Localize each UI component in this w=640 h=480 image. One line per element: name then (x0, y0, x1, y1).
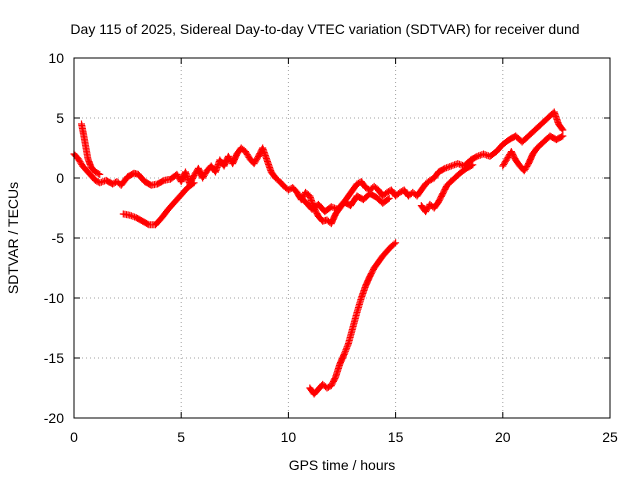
y-axis-label: SDTVAR / TECUs (5, 182, 21, 294)
series-evening-dip-branch (417, 161, 477, 216)
scatter-markers (417, 161, 477, 216)
x-tick-label: 15 (388, 429, 404, 445)
scatter-markers (306, 239, 400, 398)
x-tick-label: 0 (70, 429, 78, 445)
y-tick-label: 10 (48, 50, 64, 66)
tick-labels: 0 5 10 15 20 25 -20 -15 -10 -5 0 5 10 (44, 50, 618, 445)
x-axis-label: GPS time / hours (289, 457, 396, 473)
x-tick-label: 20 (495, 429, 511, 445)
scatter-markers (70, 108, 567, 228)
y-tick-label: -5 (52, 230, 65, 246)
series-main-trace (70, 108, 567, 228)
x-tick-label: 25 (602, 429, 618, 445)
plot-area-border (73, 57, 611, 419)
scatter-markers (78, 120, 104, 178)
y-tick-label: -15 (44, 350, 64, 366)
scatter-markers (499, 132, 567, 175)
y-tick-label: 5 (56, 110, 64, 126)
scatter-markers (119, 179, 198, 229)
data-points (70, 108, 567, 398)
x-tick-label: 5 (177, 429, 185, 445)
y-tick-label: -20 (44, 410, 64, 426)
chart-title: Day 115 of 2025, Sidereal Day-to-day VTE… (70, 21, 579, 37)
series-late-branch (499, 132, 567, 175)
scatter-markers (295, 190, 393, 216)
y-tick-label: -10 (44, 290, 64, 306)
series-deep-negative-segment (306, 239, 400, 398)
series-early-spike (78, 120, 104, 178)
x-tick-label: 10 (281, 429, 297, 445)
series-afternoon-mid-branch (295, 190, 393, 216)
y-tick-label: 0 (56, 170, 64, 186)
series-lower-branch (119, 179, 198, 229)
